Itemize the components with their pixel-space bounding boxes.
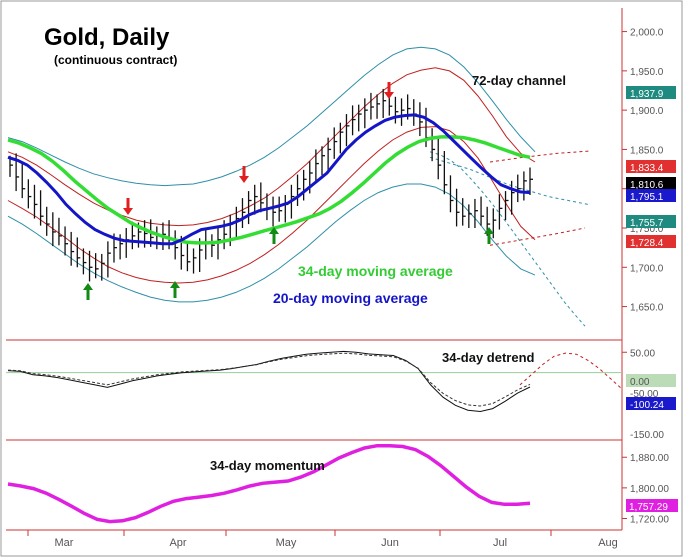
price-label-text: 1,795.1 [630, 192, 664, 203]
price-tick-label: 2,000.0 [630, 28, 664, 39]
ma34-line [7, 135, 531, 245]
ma20-annotation: 20-day moving average [273, 290, 428, 306]
projection-low-line [489, 227, 586, 246]
momentum-label-box [626, 499, 678, 512]
cycle-bottom-arrowhead [83, 283, 93, 290]
x-month-label: Mar [55, 537, 74, 549]
x-month-label: Jul [493, 537, 507, 549]
price-label-box [626, 86, 676, 99]
detrend-line [7, 350, 531, 413]
channel-upper-outer-line [7, 46, 536, 187]
cycle-bottom-arrowhead [269, 227, 279, 234]
price-tick-label: 1,900.0 [630, 106, 664, 117]
price-tick-label: 1,850.0 [630, 145, 664, 156]
detrend-smoothed-line [7, 352, 531, 407]
detrend-label-text: -100.24 [630, 400, 664, 411]
x-month-label: May [276, 537, 297, 549]
detrend-tick-label: -150.00 [630, 430, 664, 441]
detrend-label-box [626, 374, 676, 387]
momentum-line [7, 443, 531, 524]
price-label-text: 1,728.4 [630, 238, 664, 249]
cycle-top-arrowhead [384, 92, 394, 99]
price-tick-label: 1,950.0 [630, 67, 664, 78]
projection-high-line [489, 150, 591, 163]
cycle-top-arrowhead [239, 176, 249, 183]
detrend-tick-label: 50.00 [630, 348, 655, 359]
projection-upper-line [429, 151, 586, 327]
detrend-label-box [626, 397, 676, 410]
price-tick-label: 1,650.0 [630, 303, 664, 314]
chart-title: Gold, Daily [44, 24, 170, 51]
cycle-bottom-arrowhead [484, 227, 494, 234]
price-label-text: 1,810.6 [630, 180, 664, 191]
ma20-line [7, 113, 531, 246]
channel-annotation: 72-day channel [472, 73, 566, 88]
momentum-label-text: 1,757.29 [629, 502, 668, 513]
price-label-box [626, 160, 676, 173]
chart-subtitle: (continuous contract) [54, 53, 177, 67]
x-month-label: Apr [169, 537, 186, 549]
x-month-label: Aug [598, 537, 618, 549]
price-label-text: 1,833.4 [630, 163, 664, 174]
channel-upper-inner-line [7, 67, 536, 227]
price-label-box [626, 235, 676, 248]
cycle-bottom-arrowhead [170, 281, 180, 288]
momentum-tick-label: 1,800.00 [630, 484, 669, 495]
price-label-box [626, 215, 676, 228]
momentum-tick-label: 1,880.00 [630, 453, 669, 464]
momentum-tick-label: 1,720.00 [630, 515, 669, 526]
ma34-annotation: 34-day moving average [298, 263, 453, 279]
price-tick-label: 1,750.0 [630, 224, 664, 235]
x-month-label: Jun [381, 537, 399, 549]
price-label-box [626, 189, 676, 202]
detrend-annotation: 34-day detrend [442, 350, 535, 365]
detrend-label-text: 0.00 [630, 377, 650, 388]
price-label-text: 1,755.7 [630, 218, 664, 229]
price-label-text: 1,937.9 [630, 89, 664, 100]
detrend-tick-label: -50.00 [630, 389, 659, 400]
projection-upper-band-line [429, 156, 589, 205]
price-label-box [626, 177, 676, 190]
momentum-annotation: 34-day momentum [210, 458, 325, 473]
price-tick-label: 1,700.0 [630, 263, 664, 274]
cycle-top-arrowhead [123, 208, 133, 215]
detrend-projection-line [519, 352, 623, 390]
